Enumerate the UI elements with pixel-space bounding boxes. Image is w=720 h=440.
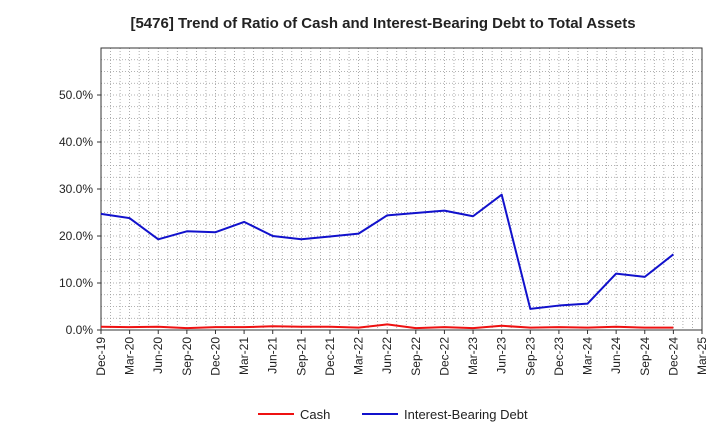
x-tick-label: Mar-22 [352,337,366,375]
x-tick-label: Dec-22 [437,337,451,376]
y-tick-label: 50.0% [59,88,93,102]
x-tick-label: Mar-20 [123,337,137,375]
x-tick-label: Dec-21 [323,337,337,376]
x-tick-label: Mar-21 [237,337,251,375]
x-tick-label: Sep-21 [294,337,308,376]
x-tick-label: Jun-22 [380,337,394,374]
y-tick-label: 30.0% [59,182,93,196]
x-axis: Dec-19 Mar-20 Jun-20 Sep-20 Dec-20 Mar-21 Jun-… [94,330,709,376]
x-tick-label: Sep-24 [638,337,652,376]
x-tick-label: Mar-25 [695,337,709,375]
x-tick-label: Dec-19 [94,337,108,376]
y-tick-label: 40.0% [59,135,93,149]
grid [101,48,702,330]
x-tick-label: Dec-23 [552,337,566,376]
x-tick-label: Dec-20 [208,337,222,376]
x-tick-label: Sep-20 [180,337,194,376]
y-axis: 0.0% 10.0% 20.0% 30.0% 40.0% 50.0% [59,88,101,337]
x-tick-label: Jun-23 [495,337,509,374]
x-tick-label: Jun-24 [609,337,623,374]
series-line-cash [100,323,674,330]
series-lines [100,193,674,330]
series-line-interest-bearing-debt [100,193,674,310]
x-tick-label: Sep-22 [409,337,423,376]
x-tick-label: Dec-24 [666,337,680,376]
legend: Cash Interest-Bearing Debt [258,407,528,422]
x-tick-label: Jun-21 [266,337,280,374]
chart-title: [5476] Trend of Ratio of Cash and Intere… [130,15,635,32]
legend-cash-label: Cash [300,407,330,422]
y-tick-label: 10.0% [59,276,93,290]
x-tick-label: Mar-24 [581,337,595,375]
y-tick-label: 0.0% [66,323,94,337]
x-tick-label: Sep-23 [523,337,537,376]
x-tick-label: Jun-20 [151,337,165,374]
x-tick-label: Mar-23 [466,337,480,375]
legend-debt-label: Interest-Bearing Debt [404,407,528,422]
y-tick-label: 20.0% [59,229,93,243]
